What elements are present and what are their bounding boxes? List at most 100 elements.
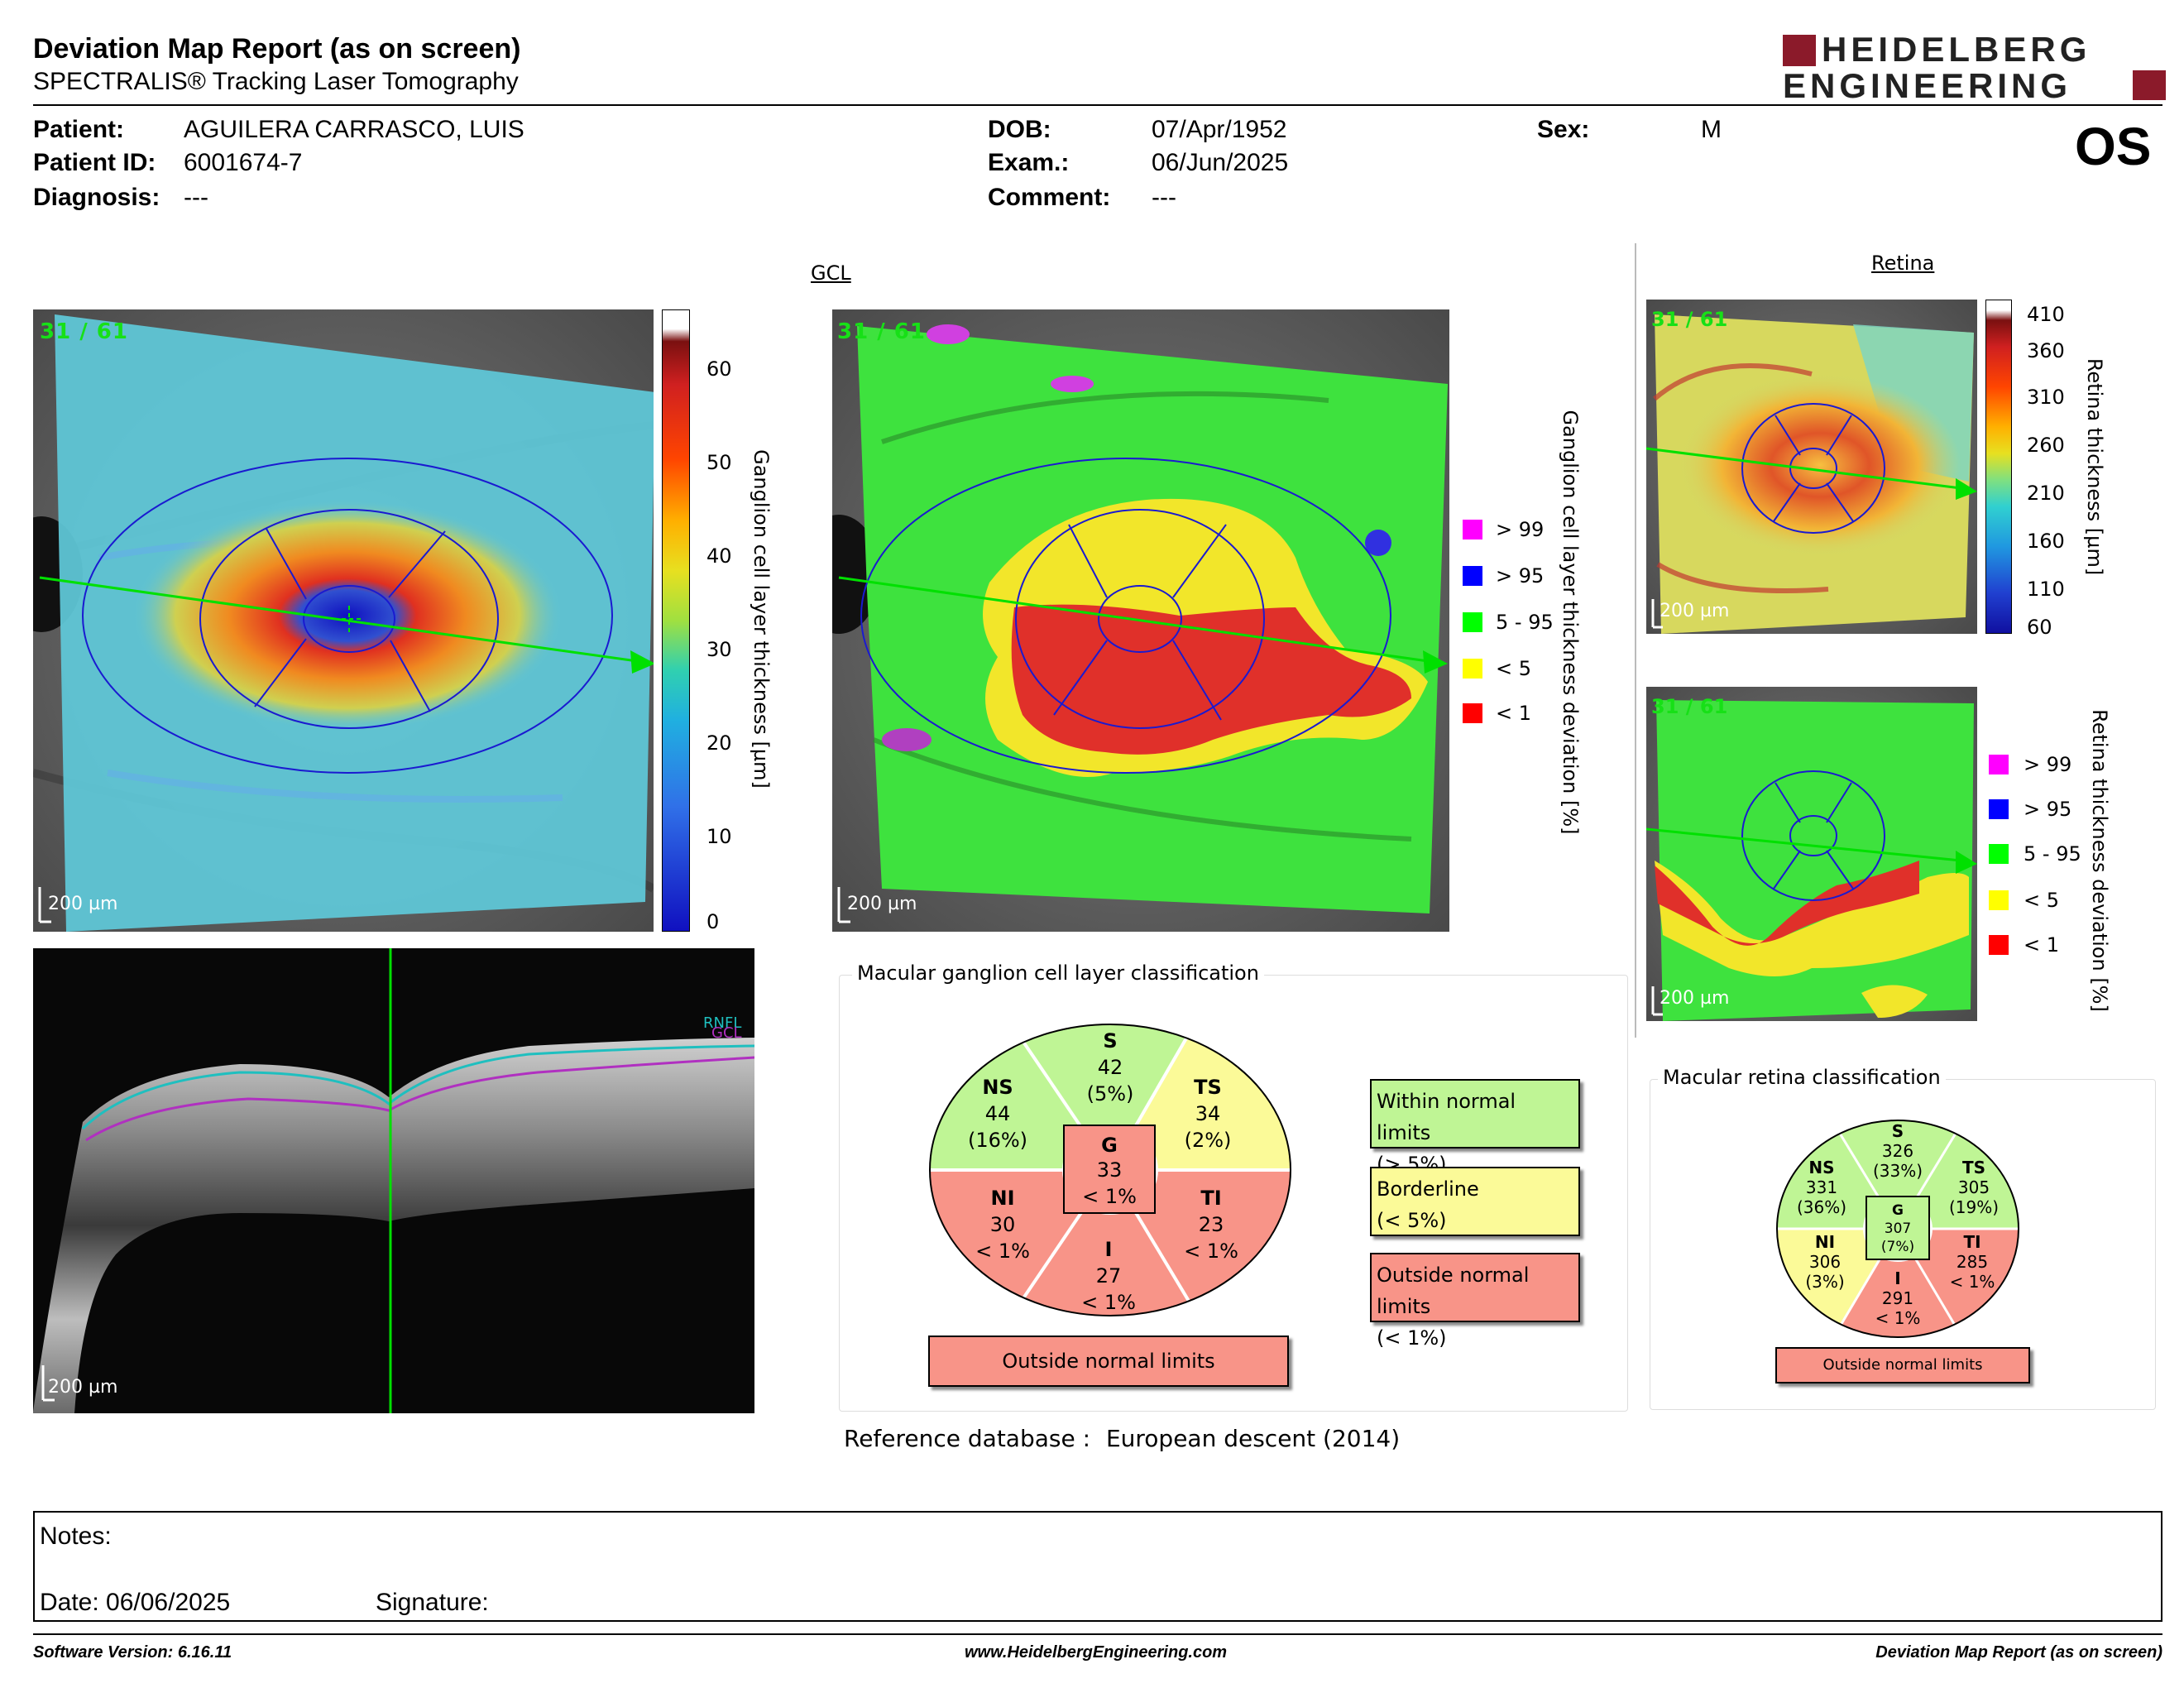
retina-result-box: Outside normal limits: [1775, 1347, 2030, 1383]
gcl-legend-swatch: [1463, 612, 1482, 632]
gcl-i-name: I: [1105, 1238, 1113, 1261]
gcl-legend-swatch: [1463, 659, 1482, 679]
logo-line2: ENGINEERING: [1783, 66, 2072, 105]
retina-legend-swatch: [1989, 755, 2009, 774]
ret-ns-value: 331: [1806, 1177, 1837, 1197]
retina-map-scale: 200 µm: [1660, 601, 1730, 621]
gcl-colorbar-label: Ganglion cell layer thickness [µm]: [750, 449, 773, 789]
ret-i-pct: < 1%: [1875, 1308, 1921, 1328]
gcl-ts-pct: (2%): [1185, 1129, 1232, 1152]
key-within-line1: Within normal limits: [1377, 1090, 1516, 1144]
patient-label: Patient:: [33, 116, 125, 143]
retina-legend-swatch: [1989, 844, 2009, 864]
patient-value: AGUILERA CARRASCO, LUIS: [184, 116, 524, 143]
reference-value: European descent (2014): [1105, 1425, 1401, 1452]
gcl-ts-name: TS: [1194, 1076, 1222, 1099]
gcl-section-title: GCL: [811, 261, 851, 285]
bscan-scale: 200 µm: [48, 1377, 118, 1398]
ret-ni-pct: (3%): [1805, 1272, 1844, 1292]
key-borderline: Borderline (< 5%): [1370, 1167, 1580, 1236]
gcl-cb-tick: 20: [706, 731, 732, 755]
footer-website[interactable]: www.HeidelbergEngineering.com: [965, 1643, 1228, 1662]
ret-ts-pct: (19%): [1949, 1197, 1999, 1217]
ret-ni-name: NI: [1815, 1232, 1835, 1252]
sex-label: Sex:: [1537, 116, 1590, 143]
ret-s-pct: (33%): [1873, 1161, 1923, 1181]
ret-i-name: I: [1894, 1268, 1900, 1288]
reference-label: Reference database :: [844, 1425, 1091, 1452]
ret-ti-pct: < 1%: [1950, 1272, 1995, 1292]
retina-legend-label: 5 - 95: [2024, 842, 2081, 866]
footer-software: Software Version: 6.16.11: [33, 1643, 232, 1662]
retina-dev-scale: 200 µm: [1660, 988, 1730, 1009]
gcl-colorbar: [662, 309, 690, 932]
gcl-ns-value: 44: [985, 1102, 1011, 1125]
gcl-cb-tick: 50: [706, 451, 732, 474]
exam-value: 06/Jun/2025: [1152, 149, 1289, 176]
ret-ts-value: 305: [1958, 1177, 1990, 1197]
gcl-i-pct: < 1%: [1081, 1291, 1136, 1314]
retina-deviation-map: 31 / 61 200 µm: [1645, 687, 1977, 1021]
gcl-thickness-map: 31 / 61 200 µm: [0, 309, 656, 932]
gcl-classification-title: Macular ganglion cell layer classificati…: [852, 961, 1264, 985]
dob-label: DOB:: [988, 116, 1051, 143]
gcl-deviation-label: Ganglion cell layer thickness deviation …: [1559, 410, 1582, 835]
gcl-layer-label: GCL: [711, 1024, 742, 1042]
gcl-sector-chart: S 42 (5%) NS 44 (16%) TS 34 (2%) G 33 < …: [927, 1021, 1294, 1319]
ret-g-pct: (7%): [1881, 1239, 1914, 1255]
patient-id-value: 6001674-7: [184, 149, 303, 176]
ret-i-value: 291: [1882, 1288, 1913, 1308]
notes-label: Notes:: [40, 1523, 112, 1550]
report-subtitle: SPECTRALIS® Tracking Laser Tomography: [33, 68, 519, 95]
key-outside-normal: Outside normal limits (< 1%): [1370, 1253, 1580, 1350]
gcl-ti-name: TI: [1200, 1187, 1221, 1210]
logo-line1: HEIDELBERG: [1822, 30, 2091, 69]
rnfl-label: RNFL: [703, 1014, 742, 1032]
gcl-legend-label: > 99: [1496, 518, 1545, 541]
ret-ni-value: 306: [1809, 1252, 1841, 1272]
gcl-ns-name: NS: [982, 1076, 1013, 1099]
retina-deviation-label: Retina thickness deviation [%]: [2088, 709, 2111, 1012]
gcl-map-frame-label: 31 / 61: [40, 319, 128, 344]
retina-legend-label: > 95: [2024, 798, 2072, 821]
notes-signature: Signature:: [376, 1589, 489, 1616]
notes-date: Date: 06/06/2025: [40, 1589, 231, 1616]
gcl-ni-pct: < 1%: [975, 1240, 1030, 1263]
gcl-cb-tick: 30: [706, 638, 732, 661]
ret-ns-pct: (36%): [1797, 1197, 1846, 1217]
retina-legend-swatch: [1989, 935, 2009, 955]
retina-legend-swatch: [1989, 799, 2009, 819]
gcl-cb-tick: 40: [706, 544, 732, 568]
gcl-ns-pct: (16%): [968, 1129, 1027, 1152]
retina-cb-tick: 110: [2027, 578, 2065, 601]
retina-legend-label: > 99: [2024, 753, 2072, 776]
gcl-result-box: Outside normal limits: [928, 1336, 1289, 1387]
dob-value: 07/Apr/1952: [1152, 116, 1287, 143]
key-outside-line1: Outside normal limits: [1377, 1264, 1530, 1318]
gcl-ti-pct: < 1%: [1184, 1240, 1238, 1263]
retina-cb-tick: 60: [2027, 616, 2052, 639]
sex-value: M: [1701, 116, 1722, 143]
gcl-legend-label: < 5: [1496, 657, 1532, 680]
exam-label: Exam.:: [988, 149, 1070, 176]
gcl-i-value: 27: [1096, 1264, 1122, 1288]
gcl-cb-tick: 10: [706, 825, 732, 848]
ret-ti-value: 285: [1956, 1252, 1988, 1272]
retina-cb-tick: 410: [2027, 303, 2065, 326]
ret-s-name: S: [1892, 1121, 1904, 1141]
key-within-normal: Within normal limits (> 5%): [1370, 1079, 1580, 1176]
comment-label: Comment:: [988, 184, 1111, 211]
ret-ti-name: TI: [1963, 1232, 1980, 1252]
retina-cb-tick: 260: [2027, 434, 2065, 457]
comment-value: ---: [1152, 184, 1176, 211]
footer-report-name: Deviation Map Report (as on screen): [1875, 1643, 2162, 1662]
retina-result-text: Outside normal limits: [1822, 1356, 1983, 1374]
retina-cb-tick: 360: [2027, 339, 2065, 362]
gcl-ts-value: 34: [1195, 1102, 1221, 1125]
notes-box: [33, 1511, 2162, 1622]
retina-cb-tick: 210: [2027, 482, 2065, 505]
gcl-cb-tick: 60: [706, 357, 732, 381]
gcl-dev-frame-label: 31 / 61: [837, 319, 926, 344]
ret-ns-name: NS: [1808, 1158, 1834, 1177]
gcl-result-text: Outside normal limits: [1002, 1350, 1215, 1373]
